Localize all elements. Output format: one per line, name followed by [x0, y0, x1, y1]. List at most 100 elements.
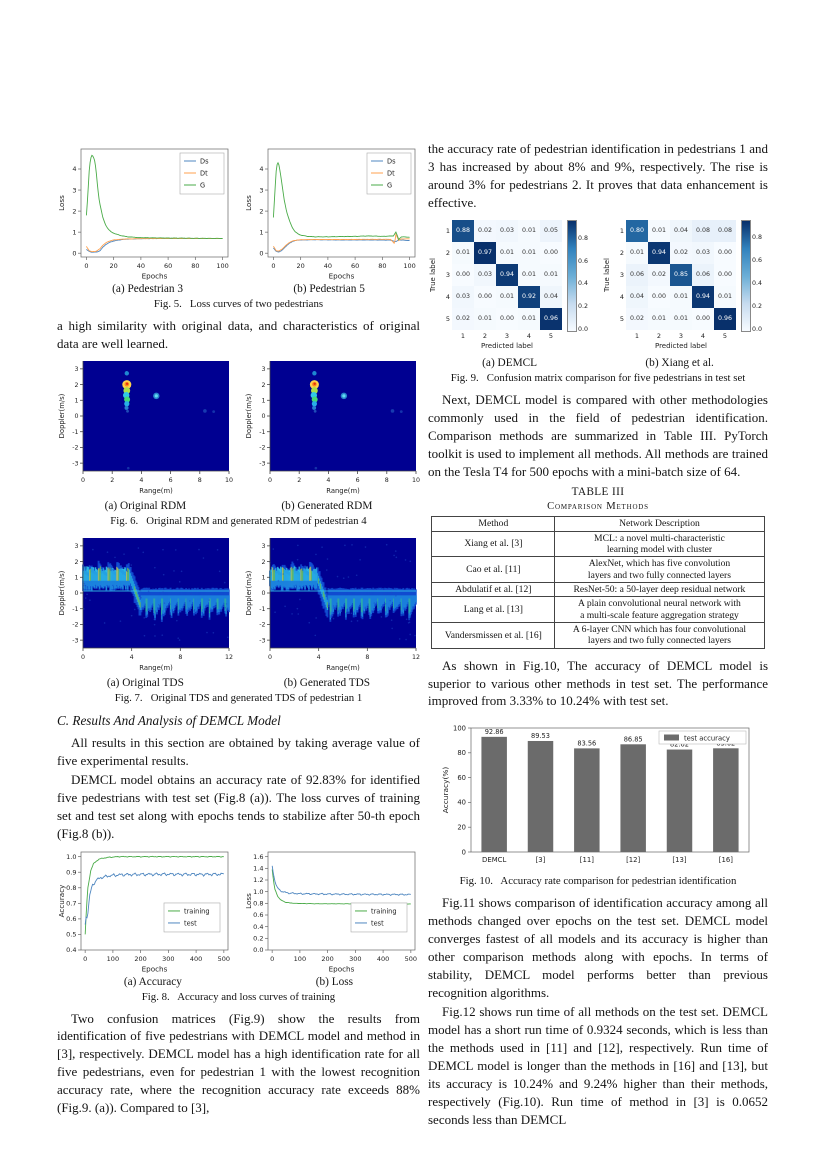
cm-cell: 0.01 — [648, 219, 670, 242]
svg-text:DEMCL: DEMCL — [482, 856, 506, 864]
paragraph-similarity: a high similarity with original data, an… — [57, 318, 420, 351]
svg-text:0.5: 0.5 — [66, 930, 76, 938]
svg-text:Ds: Ds — [200, 157, 209, 165]
method-cell: Cao et al. [11] — [431, 556, 556, 583]
cm-col-label: 3 — [504, 331, 510, 340]
cm-colorbar-tick: 0.2 — [578, 303, 589, 311]
figure-9: 0.88 0.02 0.03 0.01 0.05 0.01 0.97 0.01 0.01 0.00… — [428, 216, 768, 384]
svg-text:0: 0 — [81, 654, 85, 661]
svg-text:[3]: [3] — [536, 856, 546, 864]
cm-row-label: 2 — [445, 248, 450, 257]
fig6-subcaption-b: (b) Generated RDM — [281, 499, 373, 512]
svg-text:0.6: 0.6 — [253, 911, 263, 919]
cm-cell: 0.85 — [670, 263, 692, 286]
fig7a-svg: 0 4 8 12 3 2 1 0 -1 -2 -3 Range(m) Doppler(m/s) — [58, 537, 233, 672]
cm-cell: 0.92 — [518, 285, 540, 308]
svg-text:1: 1 — [261, 574, 265, 581]
svg-text:Dt: Dt — [387, 169, 395, 177]
table-3-block: TABLE III Comparison Methods Method Netwo… — [428, 486, 768, 649]
svg-text:4: 4 — [72, 165, 76, 173]
svg-text:80: 80 — [457, 749, 466, 757]
fig5a-svg: 0 20 40 60 80 100 0 1 2 3 4 Epochs Loss Ds Dt G — [57, 148, 229, 281]
cm-cell: 0.06 — [692, 263, 714, 286]
fig7b-svg: 0 4 8 12 3 2 1 0 -1 -2 -3 Range(m) Doppler(m/s) — [245, 537, 420, 672]
cm-cell: 0.00 — [714, 241, 736, 264]
cm-cell: 0.03 — [496, 219, 518, 242]
cm-col-label: 5 — [722, 331, 728, 340]
cm-xlabel: Predicted label — [480, 341, 533, 350]
cm-cell: 0.03 — [452, 285, 474, 308]
svg-text:89.53: 89.53 — [531, 732, 550, 740]
svg-text:-1: -1 — [259, 429, 265, 436]
fig5-subcaption-a: (a) Pedestrian 3 — [112, 283, 184, 295]
fig6-caption: Fig. 6. Original RDM and generated RDM o… — [110, 514, 367, 527]
paragraph-confusion: Two confusion matrices (Fig.9) show the … — [57, 1010, 420, 1116]
svg-text:0: 0 — [271, 262, 275, 270]
svg-text:2: 2 — [259, 207, 263, 215]
cm-col-label: 2 — [656, 331, 662, 340]
svg-text:0.6: 0.6 — [66, 915, 76, 923]
fig9b-confusion-matrix-xiang: 0.80 0.01 0.04 0.08 0.08 0.01 0.94 0.02 0.03 0.00… — [602, 216, 768, 356]
svg-text:0: 0 — [261, 413, 265, 420]
cm-col-label: 1 — [460, 331, 466, 340]
fig7-subcaption-b: (b) Generated TDS — [283, 676, 371, 689]
svg-text:60: 60 — [351, 262, 359, 270]
cm-cell: 0.00 — [474, 285, 496, 308]
cm-cell: 0.01 — [518, 263, 540, 286]
svg-text:100: 100 — [294, 955, 306, 963]
svg-text:-3: -3 — [72, 460, 78, 467]
svg-text:40: 40 — [324, 262, 332, 270]
svg-text:0: 0 — [268, 477, 272, 484]
svg-text:20: 20 — [110, 262, 118, 270]
svg-text:training: training — [184, 907, 210, 915]
fig6b-generated-rdm-image: 0 2 4 6 8 10 3 2 1 0 -1 -2 -3 Range(m) Doppler(m/s) — [244, 357, 420, 499]
svg-text:2: 2 — [110, 477, 114, 484]
svg-text:0.7: 0.7 — [66, 899, 76, 907]
svg-text:2: 2 — [74, 559, 78, 566]
svg-text:1.0: 1.0 — [253, 887, 263, 895]
paragraph-results-avg: All results in this section are obtained… — [57, 734, 420, 768]
cm-colorbar-tick: 0.0 — [752, 325, 763, 333]
cm-cell: 0.00 — [692, 307, 714, 330]
cm-cell: 0.03 — [474, 263, 496, 286]
fig8-subcaption-b: (b) Loss — [315, 975, 354, 988]
svg-text:Doppler(m/s): Doppler(m/s) — [245, 570, 253, 615]
svg-text:0.4: 0.4 — [253, 922, 263, 930]
description-cell: A plain convolutional neural network wit… — [554, 596, 765, 623]
fig10-svg: 0 20 40 60 80 100 Accuracy(%) 92.86 DEMCL 89.53 [3… — [441, 725, 750, 864]
fig8a-svg: 0 100 200 300 400 500 0.4 0.5 0.6 0.7 0.8 0.9 1.0 Epo… — [57, 851, 230, 973]
svg-text:8: 8 — [198, 477, 202, 484]
svg-text:4: 4 — [139, 477, 143, 484]
svg-text:0.8: 0.8 — [253, 899, 263, 907]
svg-text:100: 100 — [403, 262, 415, 270]
svg-text:-1: -1 — [72, 606, 78, 613]
svg-text:Epochs: Epochs — [329, 272, 355, 281]
svg-text:400: 400 — [190, 955, 202, 963]
svg-text:0: 0 — [81, 477, 85, 484]
figure-10: 0 20 40 60 80 100 Accuracy(%) 92.86 DEMCL 89.53 [3… — [428, 714, 768, 887]
svg-text:Doppler(m/s): Doppler(m/s) — [58, 393, 66, 438]
svg-text:Range(m): Range(m) — [326, 487, 360, 495]
paragraph-increase: the accuracy rate of pedestrian identifi… — [428, 141, 768, 210]
svg-text:test accuracy: test accuracy — [684, 735, 730, 743]
svg-text:3: 3 — [74, 543, 78, 550]
cm-colorbar-tick: 0.0 — [578, 325, 589, 333]
svg-text:400: 400 — [377, 955, 389, 963]
table-row: Xiang et al. [3] MCL: a novel multi-chara… — [431, 530, 765, 558]
svg-text:0.4: 0.4 — [66, 946, 76, 954]
fig6a-original-rdm-image: 0 2 4 6 8 10 3 2 1 0 -1 -2 -3 Range(m) Doppler(m/s) — [57, 357, 233, 499]
cm-cell: 0.97 — [474, 241, 496, 264]
svg-text:80: 80 — [191, 262, 199, 270]
table-row: Vandersmissen et al. [16] A 6-layer CNN w… — [431, 621, 765, 649]
svg-text:[12]: [12] — [626, 856, 640, 864]
svg-text:2: 2 — [74, 382, 78, 389]
fig9-caption: Fig. 9. Confusion matrix comparison for … — [450, 371, 746, 384]
svg-text:test: test — [371, 919, 384, 927]
fig5b-svg: 0 20 40 60 80 100 0 1 2 3 4 Epochs Loss Ds Dt G — [244, 148, 416, 281]
svg-text:3: 3 — [72, 186, 76, 194]
svg-text:0: 0 — [261, 590, 265, 597]
svg-text:[13]: [13] — [672, 856, 686, 864]
svg-text:0: 0 — [72, 249, 76, 257]
svg-text:Accuracy(%): Accuracy(%) — [441, 767, 450, 814]
